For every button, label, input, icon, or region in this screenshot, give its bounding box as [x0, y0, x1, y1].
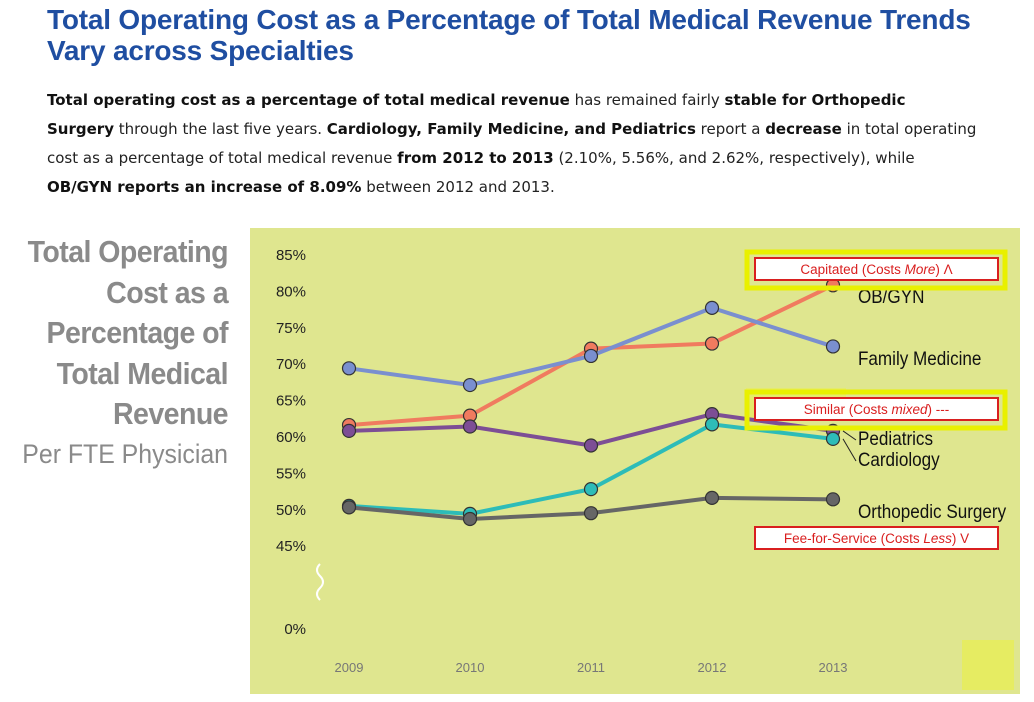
x-tick-label: 2013: [819, 660, 848, 675]
callout-text-part: Similar (Costs: [804, 402, 892, 417]
series-label: Pediatrics: [858, 428, 933, 449]
callout-frame: [744, 249, 1008, 291]
label-leader-line: [842, 438, 857, 462]
intro-text-segment: stable for Orthopedic Surgery: [47, 91, 906, 138]
data-point: [341, 361, 357, 376]
intro-paragraph: Total operating cost as a percentage of …: [47, 86, 977, 202]
series-label: Family Medicine: [858, 348, 981, 369]
side-title-line: Total Operating: [27, 234, 229, 269]
intro-text-segment: from 2012 to 2013: [397, 149, 554, 167]
x-tick-label: 2010: [456, 660, 485, 675]
callout-text-italic: mixed: [892, 402, 929, 417]
side-title: Total Operating Cost as a Percentage of Tot…: [18, 232, 229, 435]
intro-text-segment: between 2012 and 2013.: [361, 178, 555, 196]
callout-box: [754, 397, 999, 421]
y-tick-label: 80%: [276, 283, 306, 300]
callout-text-part: ) ---: [928, 402, 950, 417]
side-subtitle: Per FTE Physician: [22, 438, 228, 469]
intro-text-segment: report a: [695, 120, 766, 138]
data-point: [462, 377, 478, 393]
y-tick-label: 50%: [276, 502, 306, 519]
data-point: [704, 336, 720, 351]
data-point: [583, 506, 599, 521]
data-point: [341, 423, 357, 439]
page-title: Total Operating Cost as a Percentage of …: [47, 4, 971, 66]
callout-box: [754, 526, 999, 550]
series-label: OB/GYN: [858, 286, 924, 307]
intro-text-segment: in total operating cost as a percentage …: [47, 120, 977, 167]
intro-text-segment: has remained fairly: [569, 91, 725, 109]
side-title-line: Cost as a: [106, 274, 228, 310]
axis-break-mark: [316, 563, 324, 601]
y-tick-label: 75%: [276, 320, 306, 337]
label-leader-line: [842, 430, 857, 441]
callout-text: Capitated (Costs More) Λ: [800, 262, 952, 277]
intro-text-segment: Cardiology, Family Medicine, and Pediatr…: [326, 120, 696, 138]
data-point: [825, 431, 841, 447]
x-tick-label: 2009: [335, 660, 364, 675]
y-tick-label: 70%: [276, 356, 306, 373]
y-tick-label: 0%: [284, 621, 306, 638]
data-point: [704, 417, 720, 432]
data-point: [583, 482, 599, 497]
chart-side-title: Total Operating Cost as a Percentage of Tot…: [0, 232, 228, 471]
callout-box: [754, 257, 999, 281]
intro-text-segment: Total operating cost as a percentage of …: [47, 91, 570, 109]
callout-text-italic: Less: [923, 531, 952, 546]
callout-text-part: ) Λ: [935, 262, 952, 277]
intro-text-segment: (2.10%, 5.56%, and 2.62%, respectively),…: [553, 149, 915, 167]
callout-text-part: ) V: [952, 531, 969, 546]
y-tick-label: 55%: [276, 465, 306, 482]
y-tick-label: 65%: [276, 393, 306, 410]
highlight-block: [962, 640, 1014, 690]
chart-background: [250, 228, 1020, 694]
line-chart: 85% 80% 75% 70% 65% 60% 55% 50% 45% 0% 2009 2010 201…: [250, 228, 1020, 694]
y-tick-label: 85%: [276, 247, 306, 264]
side-title-line: Revenue: [112, 396, 229, 431]
data-point: [462, 419, 478, 434]
data-point: [704, 490, 720, 505]
intro-text-segment: OB/GYN reports an increase of 8.09%: [47, 178, 362, 196]
side-title-line: Total Medical: [56, 355, 229, 391]
intro-text-segment: through the last five years.: [113, 120, 327, 138]
data-point: [825, 492, 841, 507]
side-title-line: Percentage of: [46, 315, 229, 350]
series-label: Orthopedic Surgery: [858, 501, 1006, 522]
callout-text: Similar (Costs mixed) ---: [804, 402, 950, 417]
intro-text-segment: decrease: [765, 120, 842, 138]
data-point: [341, 500, 357, 515]
y-tick-label: 45%: [276, 538, 306, 555]
series-label: Cardiology: [858, 449, 940, 470]
y-tick-label: 60%: [276, 429, 306, 446]
callout-text-part: Capitated (Costs: [800, 262, 904, 277]
callout-text-italic: More: [905, 262, 936, 277]
data-point: [825, 339, 841, 354]
data-point: [583, 348, 599, 364]
callout-text-part: Fee-for-Service (Costs: [784, 531, 924, 546]
x-tick-label: 2012: [698, 660, 727, 675]
data-point: [704, 300, 720, 315]
callout-text: Fee-for-Service (Costs Less) V: [784, 531, 969, 546]
x-tick-label: 2011: [577, 660, 605, 675]
data-point: [462, 511, 478, 527]
callout-frame: [744, 389, 1008, 431]
data-point: [583, 438, 599, 453]
